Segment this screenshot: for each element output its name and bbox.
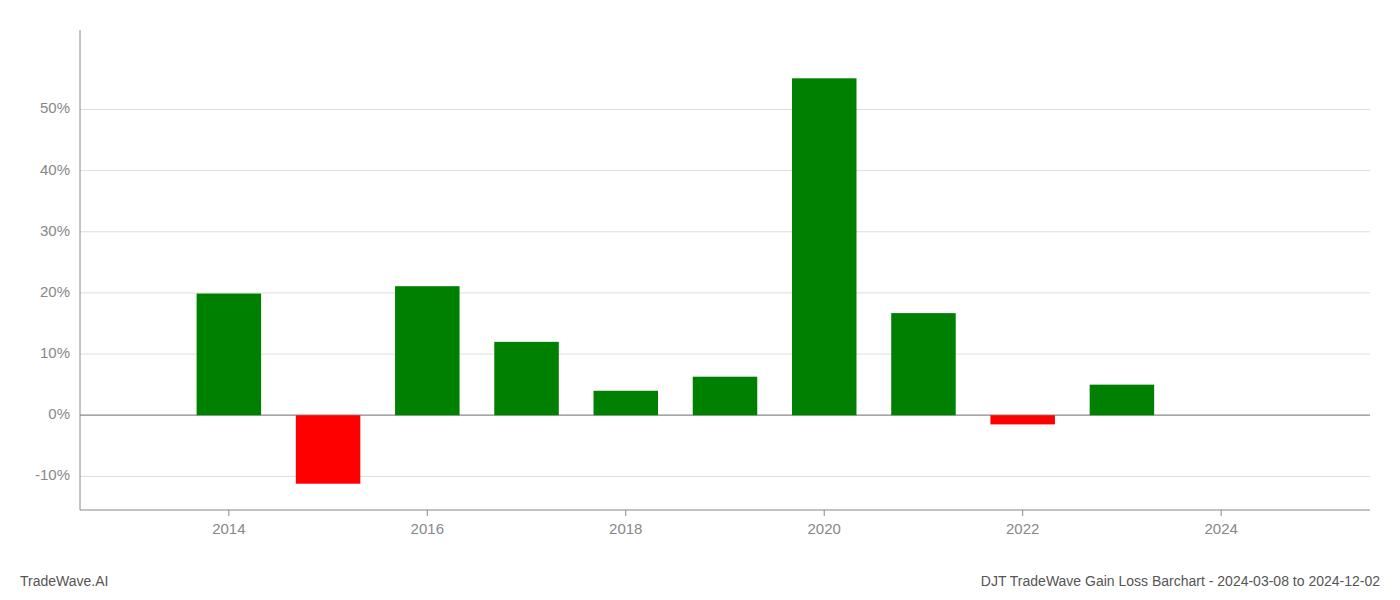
x-tick-label: 2016	[411, 520, 444, 537]
x-tick	[228, 510, 229, 516]
y-tick-label: 20%	[40, 283, 70, 300]
x-ticks: 2014 2016 2018 2020 2022 2024	[212, 510, 1238, 537]
x-axis-line	[80, 509, 1370, 510]
y-tick-label: 0%	[48, 405, 70, 422]
bar	[494, 342, 559, 415]
grid-line	[80, 231, 1370, 232]
y-axis-line	[80, 30, 81, 510]
x-tick	[1221, 510, 1222, 516]
grid-line	[80, 292, 1370, 293]
grid-line	[80, 109, 1370, 110]
x-tick	[625, 510, 626, 516]
y-tick-label: 30%	[40, 222, 70, 239]
y-tick-labels: -10% 0% 10% 20% 30% 40% 50%	[35, 99, 70, 483]
bar	[197, 294, 262, 416]
x-tick	[1022, 510, 1023, 516]
grid-line	[80, 354, 1370, 355]
bar	[1090, 385, 1155, 416]
y-tick-label: 40%	[40, 161, 70, 178]
x-tick	[427, 510, 428, 516]
y-tick-label: -10%	[35, 466, 70, 483]
x-tick-label: 2018	[609, 520, 642, 537]
footer: TradeWave.AI	[20, 573, 108, 589]
bar	[792, 78, 857, 415]
grid-line	[80, 476, 1370, 477]
x-tick-label: 2024	[1204, 520, 1237, 537]
bar	[891, 313, 956, 415]
x-tick-label: 2020	[808, 520, 841, 537]
y-tick-label: 10%	[40, 344, 70, 361]
title: DJT TradeWave Gain Loss Barchart - 2024-…	[981, 573, 1380, 589]
grid-line	[80, 170, 1370, 171]
y-grid	[80, 109, 1370, 476]
x-tick	[824, 510, 825, 516]
x-tick-label: 2022	[1006, 520, 1039, 537]
bar	[594, 391, 659, 415]
chart-svg: -10% 0% 10% 20% 30% 40% 50% 2014 2016 2018 2020 202…	[0, 0, 1400, 600]
chart-container: -10% 0% 10% 20% 30% 40% 50% 2014 2016 2018 2020 202…	[0, 0, 1400, 600]
bar	[990, 415, 1055, 424]
bar	[395, 286, 460, 415]
bars	[197, 78, 1155, 483]
x-tick-label: 2014	[212, 520, 245, 537]
bar	[693, 377, 758, 416]
y-tick-label: 50%	[40, 99, 70, 116]
bar	[296, 415, 361, 483]
